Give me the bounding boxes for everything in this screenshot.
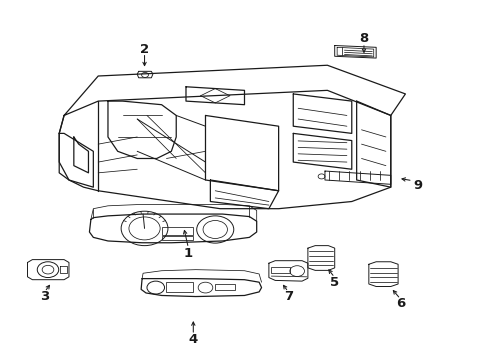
Bar [166,282,193,292]
Text: 7: 7 [283,290,292,303]
Text: 9: 9 [412,179,421,192]
Text: 2: 2 [140,42,149,55]
Text: 5: 5 [329,276,339,289]
Bar [161,235,193,240]
Text: 3: 3 [40,290,49,303]
Text: 4: 4 [188,333,198,346]
Text: 8: 8 [359,32,368,45]
Bar [161,226,193,234]
Bar [215,284,234,291]
Text: 6: 6 [395,297,405,310]
Text: 1: 1 [183,247,193,260]
Bar [271,267,289,273]
